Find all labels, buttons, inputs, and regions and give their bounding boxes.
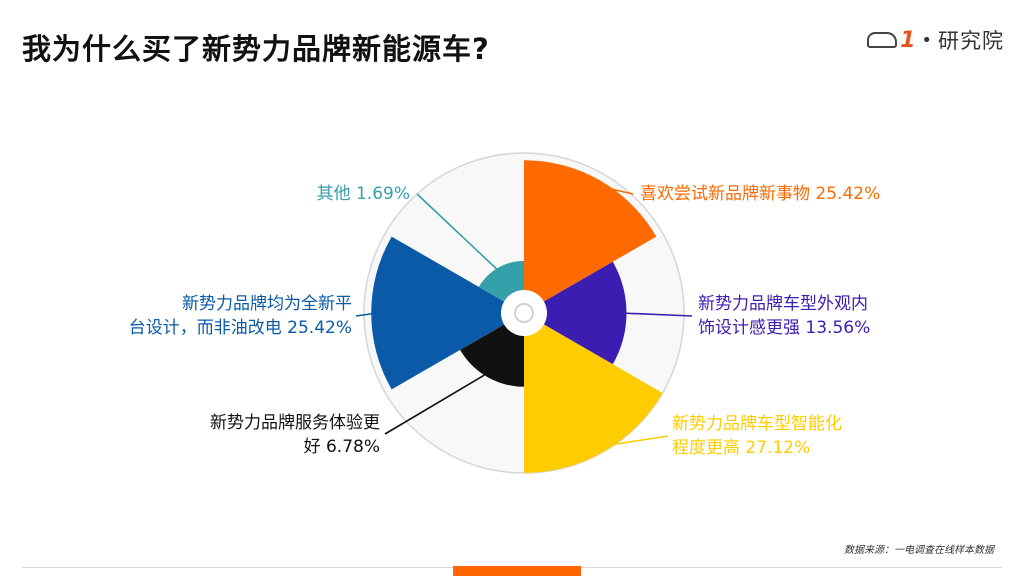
leader-line-4 bbox=[384, 371, 491, 435]
rose-slice-2 bbox=[524, 261, 627, 365]
car-logo-icon: 1 bbox=[867, 27, 916, 53]
chart-center-ring bbox=[514, 303, 534, 323]
leader-line-3 bbox=[600, 435, 669, 448]
rose-slice-5 bbox=[371, 236, 524, 390]
chart-center-hole bbox=[501, 290, 547, 336]
data-label-slice-5: 新势力品牌均为全新平 台设计，而非油改电 25.42% bbox=[129, 292, 352, 340]
logo-number: 1 bbox=[900, 27, 916, 53]
data-label-line: 新势力品牌车型外观内 bbox=[698, 294, 868, 314]
leader-line-2 bbox=[620, 312, 693, 317]
data-label-slice-6: 其他 1.69% bbox=[317, 182, 410, 206]
leader-line-6 bbox=[416, 193, 502, 274]
data-source-note: 数据来源：一电调查在线样本数据 bbox=[844, 545, 994, 556]
data-label-line: 喜欢尝试新品牌新事物 25.42% bbox=[640, 184, 881, 204]
data-label-line: 新势力品牌均为全新平 bbox=[182, 294, 352, 314]
chart-leader-lines bbox=[355, 185, 693, 448]
chart-slices bbox=[371, 160, 663, 473]
logo-separator: • bbox=[921, 29, 932, 51]
page-title: 我为什么买了新势力品牌新能源车? bbox=[22, 32, 490, 66]
data-label-slice-3: 新势力品牌车型智能化 程度更高 27.12% bbox=[672, 412, 842, 460]
brand-logo: 1 • 研究院 bbox=[867, 24, 1004, 56]
data-label-line: 新势力品牌服务体验更 bbox=[210, 413, 380, 433]
data-label-line: 其他 1.69% bbox=[316, 184, 410, 204]
leader-line-5 bbox=[355, 312, 378, 317]
data-label-line: 饰设计感更强 13.56% bbox=[698, 318, 871, 338]
data-label-slice-1: 喜欢尝试新品牌新事物 25.42% bbox=[640, 182, 880, 206]
data-label-line: 台设计，而非油改电 25.42% bbox=[128, 318, 352, 338]
rose-slice-3 bbox=[524, 313, 663, 473]
footer-accent-bar bbox=[453, 566, 581, 576]
data-label-line: 新势力品牌车型智能化 bbox=[672, 414, 842, 434]
car-icon bbox=[867, 32, 898, 48]
rose-slice-4 bbox=[460, 313, 524, 387]
data-label-slice-4: 新势力品牌服务体验更 好 6.78% bbox=[210, 411, 380, 459]
rose-slice-1 bbox=[524, 160, 657, 313]
data-label-line: 程度更高 27.12% bbox=[672, 438, 811, 458]
data-label-line: 好 6.78% bbox=[303, 437, 380, 457]
data-label-slice-2: 新势力品牌车型外观内 饰设计感更强 13.56% bbox=[698, 292, 870, 340]
leader-line-1 bbox=[597, 185, 634, 195]
logo-division: 研究院 bbox=[938, 29, 1004, 53]
chart-center bbox=[501, 290, 547, 336]
